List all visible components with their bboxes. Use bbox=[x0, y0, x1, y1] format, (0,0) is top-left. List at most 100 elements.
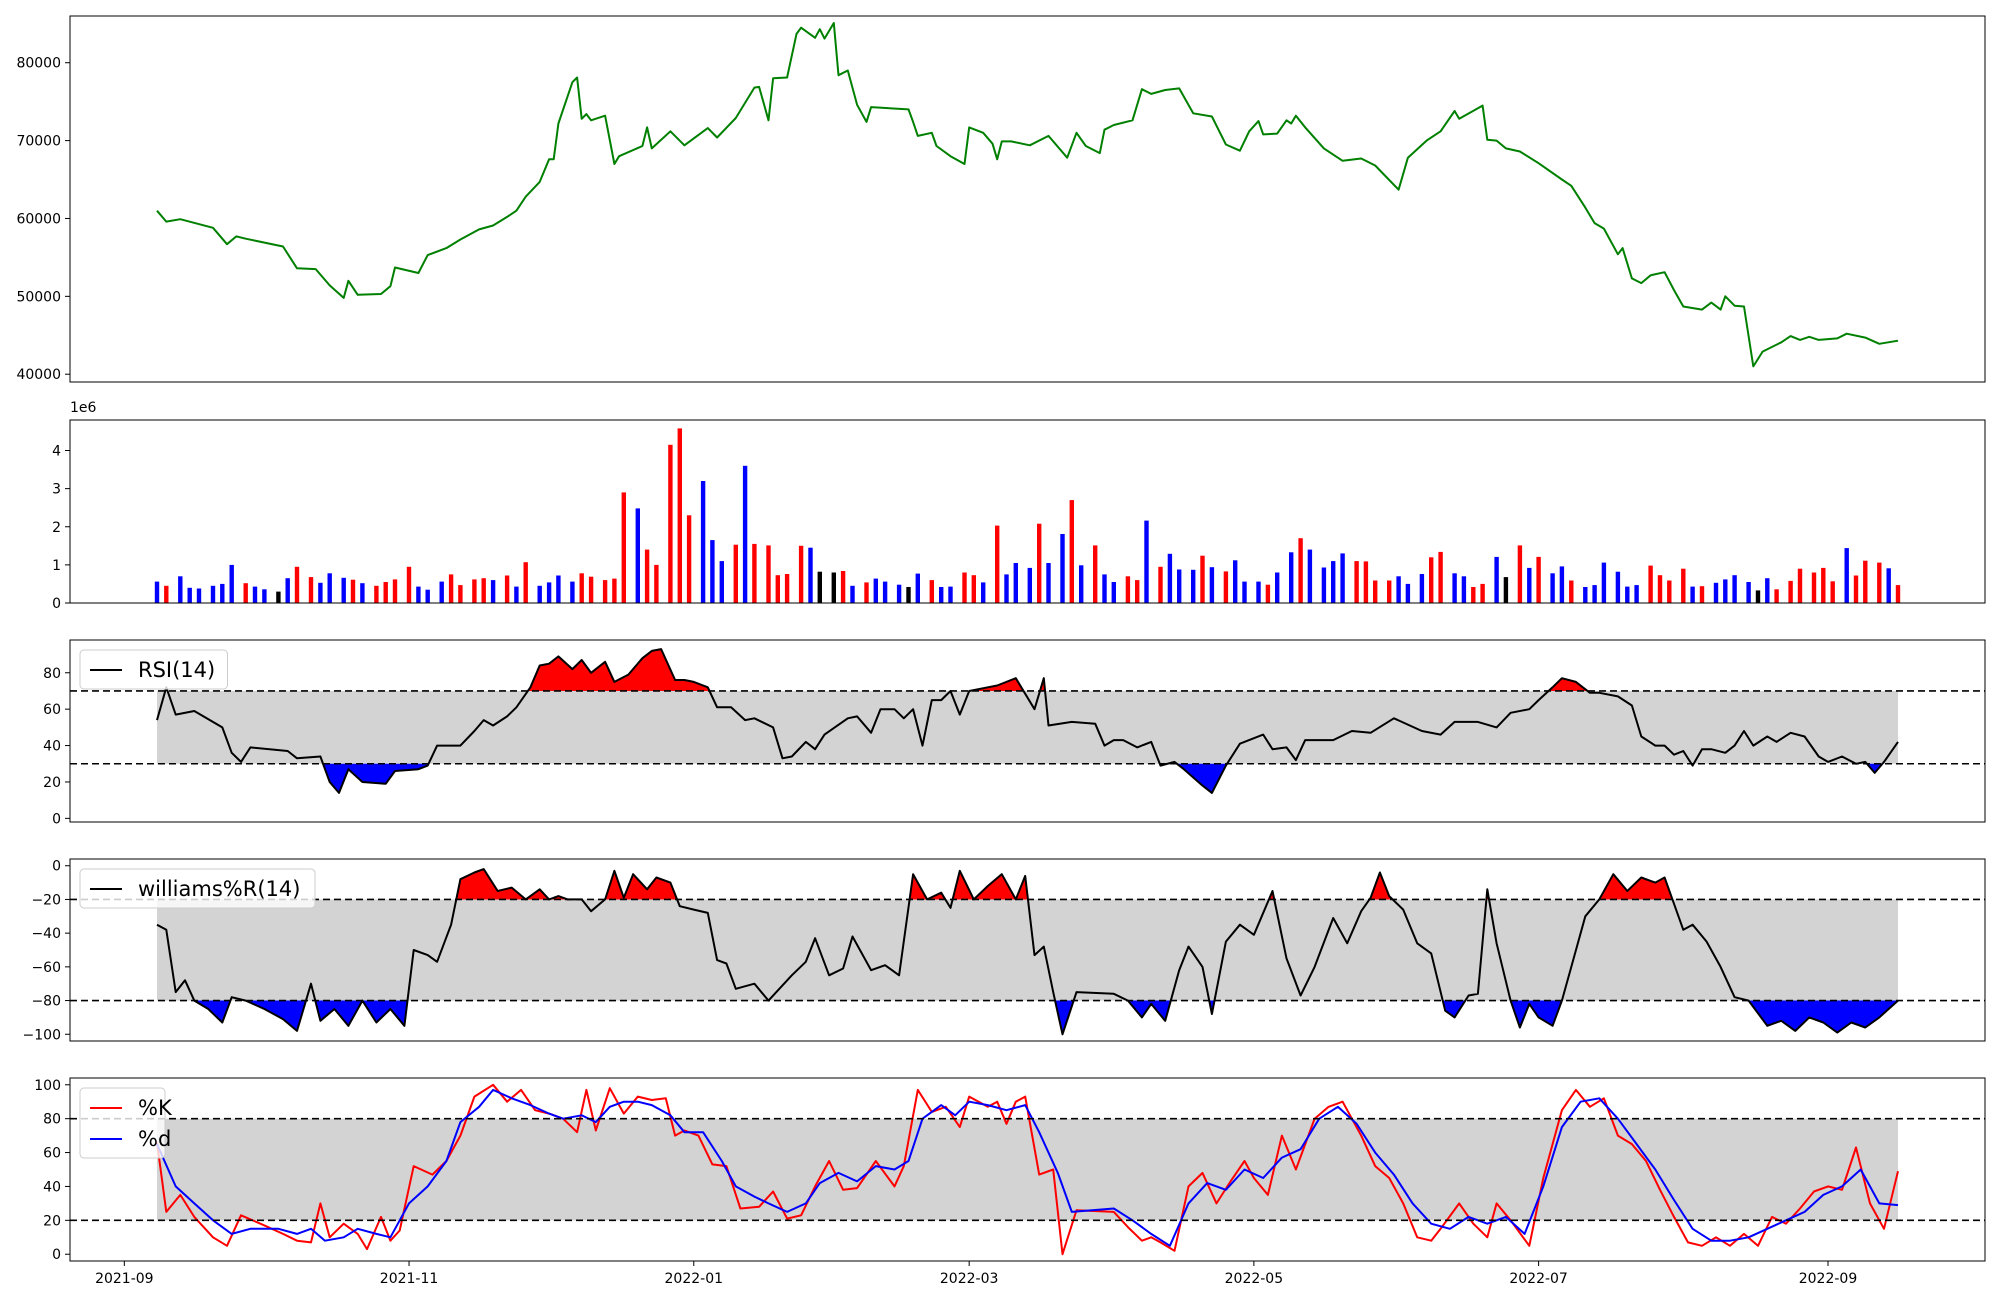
volume-bar bbox=[1200, 555, 1205, 603]
volume-bar bbox=[635, 508, 640, 603]
volume-bar bbox=[1167, 553, 1173, 603]
volume-bar bbox=[850, 585, 855, 603]
volume-bar bbox=[1821, 567, 1826, 603]
volume-bar bbox=[154, 581, 160, 603]
volume-bar bbox=[504, 575, 510, 603]
volume-bar bbox=[1331, 561, 1336, 603]
volume-bar bbox=[1755, 590, 1761, 603]
x-tick-label: 2022-03 bbox=[940, 1271, 999, 1287]
volume-bar bbox=[187, 587, 192, 604]
oversold-fill bbox=[245, 1000, 306, 1031]
volume-bar bbox=[481, 578, 486, 603]
volume-bar bbox=[1135, 580, 1140, 603]
volume-bar bbox=[1233, 560, 1238, 603]
oversold-fill bbox=[1510, 1000, 1562, 1028]
y-tick-label: 60000 bbox=[16, 211, 61, 227]
overbought-fill bbox=[605, 870, 678, 900]
volume-bar bbox=[1209, 567, 1215, 603]
volume-bar bbox=[1046, 563, 1051, 603]
oversold-fill bbox=[1748, 1000, 1898, 1033]
y-tick-label: 50000 bbox=[16, 289, 61, 305]
volume-bar bbox=[766, 545, 771, 603]
volume-scale-label: 1e6 bbox=[70, 400, 97, 416]
volume-bar bbox=[1569, 580, 1574, 603]
volume-bar bbox=[1527, 567, 1532, 603]
volume-bar bbox=[1256, 581, 1261, 603]
oversold-fill bbox=[323, 763, 429, 793]
volume-bar bbox=[196, 588, 202, 603]
volume-bar bbox=[243, 583, 248, 603]
plot-frame bbox=[69, 15, 1986, 383]
volume-bar bbox=[1125, 576, 1131, 603]
volume-panel: 0 1 2 3 4 1e6 bbox=[52, 400, 1986, 612]
y-tick-label: 60 bbox=[43, 702, 61, 718]
volume-bar bbox=[733, 544, 738, 603]
volume-bar bbox=[546, 582, 552, 603]
volume-bar bbox=[621, 492, 626, 603]
price-line bbox=[156, 22, 1899, 368]
volume-bar bbox=[570, 581, 575, 603]
rsi-line bbox=[156, 648, 1899, 794]
x-tick-label: 2021-11 bbox=[380, 1271, 439, 1287]
williams-panel: 0 −20 −40 −60 −80 −100 williams%R(14) bbox=[23, 858, 1986, 1043]
volume-bar bbox=[971, 575, 976, 603]
x-tick-label: 2021-09 bbox=[95, 1271, 154, 1287]
volume-bar bbox=[406, 566, 412, 603]
volume-bar bbox=[1013, 563, 1018, 603]
volume-bar bbox=[514, 586, 519, 603]
volume-bar bbox=[1461, 576, 1467, 603]
volume-bar bbox=[1093, 545, 1098, 603]
volume-bar bbox=[220, 583, 225, 603]
volume-bar bbox=[686, 515, 692, 603]
volume-bar bbox=[1158, 566, 1163, 603]
volume-bar bbox=[1559, 566, 1565, 603]
volume-bar bbox=[719, 561, 724, 603]
volume-bar bbox=[579, 573, 584, 603]
volume-bar bbox=[1536, 556, 1541, 603]
y-tick-label: −40 bbox=[31, 926, 61, 942]
plot-frame bbox=[69, 1077, 1986, 1262]
y-tick-label: 0 bbox=[52, 1247, 61, 1263]
volume-bar bbox=[439, 581, 444, 603]
y-tick-label: 80000 bbox=[16, 56, 61, 72]
oversold-fill bbox=[1866, 763, 1883, 773]
y-tick-label: 80 bbox=[43, 666, 61, 682]
overbought-fill bbox=[952, 870, 974, 900]
volume-bar bbox=[808, 547, 813, 603]
volume-bar bbox=[1667, 580, 1672, 603]
neutral-band bbox=[157, 899, 1898, 1001]
volume-bar bbox=[588, 576, 594, 603]
volume-bar bbox=[1699, 586, 1705, 603]
volume-bar bbox=[1452, 573, 1457, 603]
volume-bar bbox=[873, 578, 878, 603]
y-tick-label: 60 bbox=[43, 1146, 61, 1162]
volume-bar bbox=[1517, 545, 1523, 603]
legend-box bbox=[79, 1087, 166, 1159]
y-tick-label: −80 bbox=[31, 994, 61, 1010]
volume-bar bbox=[1419, 574, 1425, 603]
y-tick-label: 3 bbox=[52, 482, 61, 498]
volume-bar bbox=[915, 573, 920, 603]
y-tick-label: 4 bbox=[52, 444, 61, 460]
overbought-fill bbox=[1548, 678, 1588, 691]
d-line bbox=[156, 1088, 1899, 1247]
volume-bar bbox=[1102, 574, 1107, 603]
plot-frame bbox=[69, 639, 1986, 823]
volume-bar bbox=[644, 549, 650, 603]
volume-bar bbox=[318, 582, 323, 603]
volume-bar bbox=[798, 545, 804, 603]
volume-bar bbox=[490, 580, 496, 603]
volume-bar bbox=[1177, 569, 1182, 603]
overbought-fill bbox=[527, 649, 710, 691]
volume-bar bbox=[1797, 568, 1803, 603]
volume-bar bbox=[1690, 586, 1695, 603]
volume-bar bbox=[1811, 572, 1817, 603]
x-tick-label: 2022-05 bbox=[1225, 1271, 1284, 1287]
x-tick-label: 2022-07 bbox=[1509, 1271, 1568, 1287]
volume-bar bbox=[1886, 568, 1891, 603]
volume-bar bbox=[210, 585, 216, 603]
y-tick-label: 0 bbox=[52, 859, 61, 875]
volume-bar bbox=[1144, 520, 1149, 603]
